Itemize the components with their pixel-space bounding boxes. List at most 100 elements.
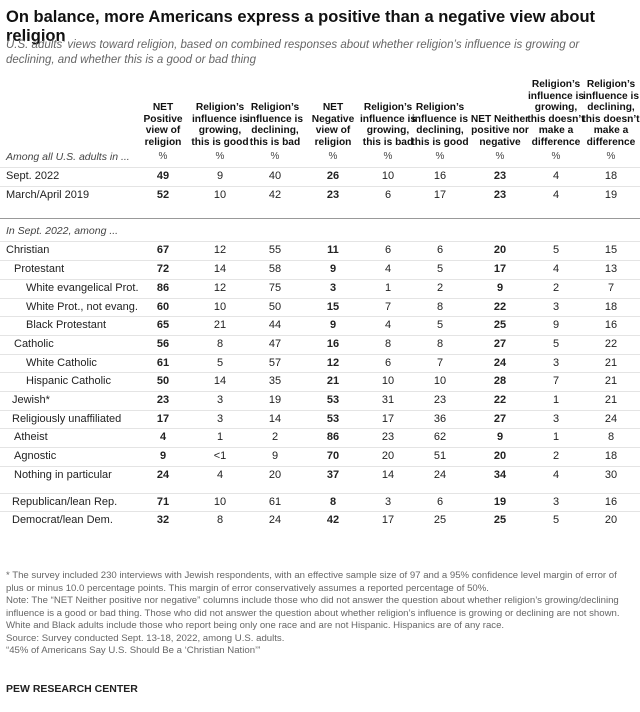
cell: 14 [213,263,227,276]
row-separator [0,447,640,449]
row-label: Christian [6,244,50,257]
cell: 4 [552,188,560,201]
row-separator [0,353,640,355]
cell: 53 [326,394,340,406]
row-separator [0,241,640,243]
cell: 20 [493,450,507,463]
cell: 22 [493,394,507,406]
cell: 16 [326,337,340,350]
column-header: Religion’s influence is growing, this is… [359,102,417,148]
cell: 2 [552,450,560,463]
row-label: Jewish* [12,394,50,406]
cell: 1 [384,281,392,294]
cell: 28 [493,375,507,388]
cell: 20 [604,514,618,527]
note: Note: The “NET Neither positive nor nega… [6,595,620,631]
column-header: Religion’s influence is growing, this do… [527,79,585,148]
cell: 27 [493,337,507,350]
row-label: Sept. 2022 [6,170,60,182]
cell: 71 [156,495,170,508]
cell: <1 [213,450,227,463]
cell: 75 [268,281,282,294]
cell: 23 [433,394,447,406]
cell: 18 [604,450,618,463]
cell: 10 [213,495,227,508]
cell: 70 [326,450,340,463]
row-label: White Prot., not evang. [26,300,138,313]
unit-label: % [215,151,225,162]
cell: 9 [216,170,224,182]
note: “45% of Americans Say U.S. Should Be a ‘… [6,645,261,656]
cell: 56 [156,337,170,350]
cell: 21 [604,375,618,388]
cell: 50 [156,375,170,388]
cell: 25 [433,514,447,527]
cell: 86 [156,281,170,294]
cell: 17 [381,412,395,425]
row-separator [0,297,640,299]
cell: 23 [381,431,395,444]
cell: 9 [552,319,560,332]
cell: 9 [159,450,167,463]
row-separator [0,428,640,430]
cell: 10 [381,170,395,182]
cell: 72 [156,263,170,276]
row-separator [0,511,640,513]
row-separator [0,391,640,392]
row-label: White Catholic [26,356,97,369]
cell: 21 [326,375,340,388]
cell: 23 [326,188,340,201]
cell: 26 [326,170,340,182]
cell: 53 [326,412,340,425]
cell: 6 [436,495,444,508]
cell: 42 [268,188,282,201]
cell: 12 [213,281,227,294]
cell: 67 [156,244,170,257]
row-label: Hispanic Catholic [26,375,111,388]
row-label: March/April 2019 [6,188,90,201]
cell: 4 [216,468,224,481]
row-separator [0,316,640,318]
note: Source: Survey conducted Sept. 13-18, 20… [6,632,285,644]
cell: 21 [604,394,618,406]
cell: 8 [436,300,444,313]
column-header: Religion’s influence is growing, this is… [191,102,249,148]
section-label: In Sept. 2022, among ... [6,225,119,238]
cell: 7 [552,375,560,388]
cell: 8 [216,514,224,527]
cell: 8 [216,337,224,350]
cell: 17 [493,263,507,276]
cell: 1 [552,394,560,406]
cell: 9 [329,263,337,276]
cell: 19 [268,394,282,406]
cell: 6 [384,356,392,369]
column-header: NET Positive view of religion [143,102,183,148]
cell: 3 [552,495,560,508]
cell: 18 [604,300,618,313]
cell: 55 [268,244,282,257]
cell: 7 [436,356,444,369]
cell: 15 [604,244,618,257]
cell: 17 [433,188,447,201]
column-header: NET Neither positive nor negative [470,113,530,148]
cell: 6 [384,188,392,201]
cell: 11 [327,244,339,257]
column-header: Religion’s influence is declining, this … [582,79,640,148]
row-label: Atheist [14,431,48,444]
cell: 24 [604,412,618,425]
unit-label: % [158,151,168,162]
unit-label: % [551,151,561,162]
cell: 8 [607,431,615,444]
logo: PEW RESEARCH CENTER [6,683,138,695]
note: * The survey included 230 interviews wit… [6,570,617,594]
unit-label: % [495,151,505,162]
cell: 19 [493,495,507,508]
column-header: Religion’s influence is declining, this … [246,102,304,148]
unit-label: % [270,151,280,162]
cell: 5 [216,356,224,369]
cell: 17 [156,412,170,425]
cell: 5 [436,263,444,276]
cell: 9 [496,431,504,444]
row-label: Protestant [14,263,65,276]
